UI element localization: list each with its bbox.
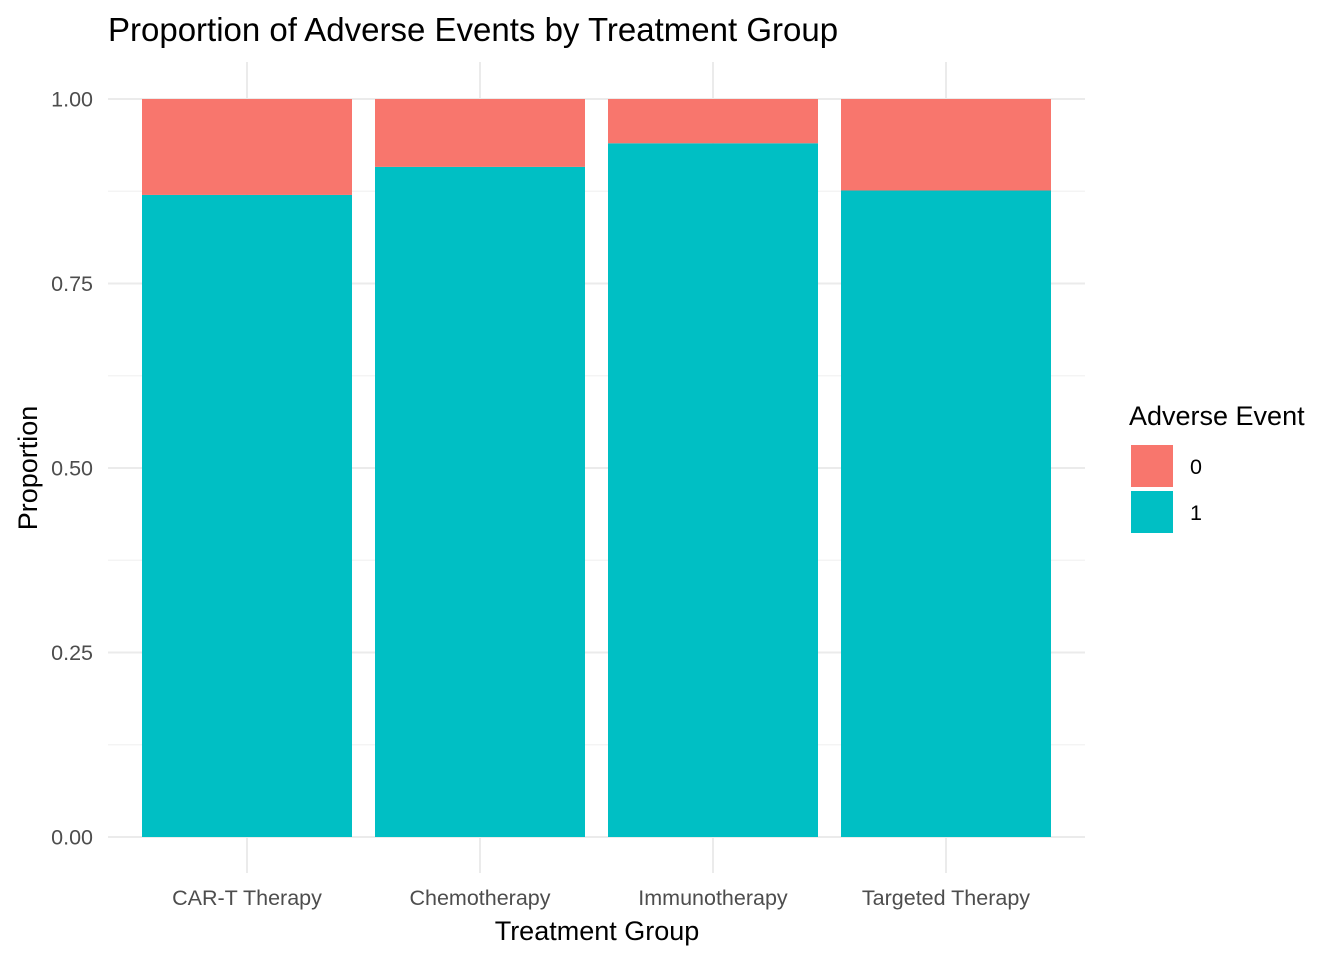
- bar-segment-0-chemotherapy: [375, 99, 585, 167]
- bar-segment-0-immunotherapy: [608, 99, 818, 144]
- x-tick-label: CAR-T Therapy: [172, 886, 322, 910]
- bar-segment-1-targeted-therapy: [841, 190, 1051, 838]
- legend: Adverse Event 01: [1129, 401, 1305, 533]
- x-tick-label: Immunotherapy: [638, 886, 788, 910]
- y-tick-label: 0.75: [51, 272, 93, 296]
- legend-title: Adverse Event: [1129, 401, 1305, 431]
- bar-segment-1-chemotherapy: [375, 166, 585, 837]
- x-tick-label: Targeted Therapy: [862, 886, 1030, 910]
- bars: [142, 99, 1051, 838]
- legend-label-0: 0: [1190, 455, 1202, 479]
- legend-items: 01: [1131, 445, 1202, 533]
- bar-segment-0-targeted-therapy: [841, 99, 1051, 191]
- bar-segment-1-car-t-therapy: [142, 194, 352, 837]
- legend-label-1: 1: [1190, 501, 1202, 525]
- y-tick-label: 0.25: [51, 641, 93, 665]
- y-axis-title: Proportion: [13, 406, 43, 531]
- legend-key-0: [1131, 445, 1173, 487]
- x-axis-title: Treatment Group: [495, 916, 700, 946]
- x-axis-ticks: CAR-T Therapy Chemotherapy Immunotherapy Ta…: [172, 886, 1030, 910]
- bar-segment-1-immunotherapy: [608, 143, 818, 837]
- y-axis-ticks: 0.00 0.25 0.50 0.75 1.00: [51, 88, 93, 850]
- y-tick-label: 0.50: [51, 457, 93, 481]
- chart-title: Proportion of Adverse Events by Treatmen…: [108, 11, 838, 48]
- legend-key-1: [1131, 491, 1173, 533]
- x-tick-label: Chemotherapy: [409, 886, 550, 910]
- y-tick-label: 1.00: [51, 88, 93, 112]
- bar-segment-0-car-t-therapy: [142, 99, 352, 195]
- y-tick-label: 0.00: [51, 826, 93, 850]
